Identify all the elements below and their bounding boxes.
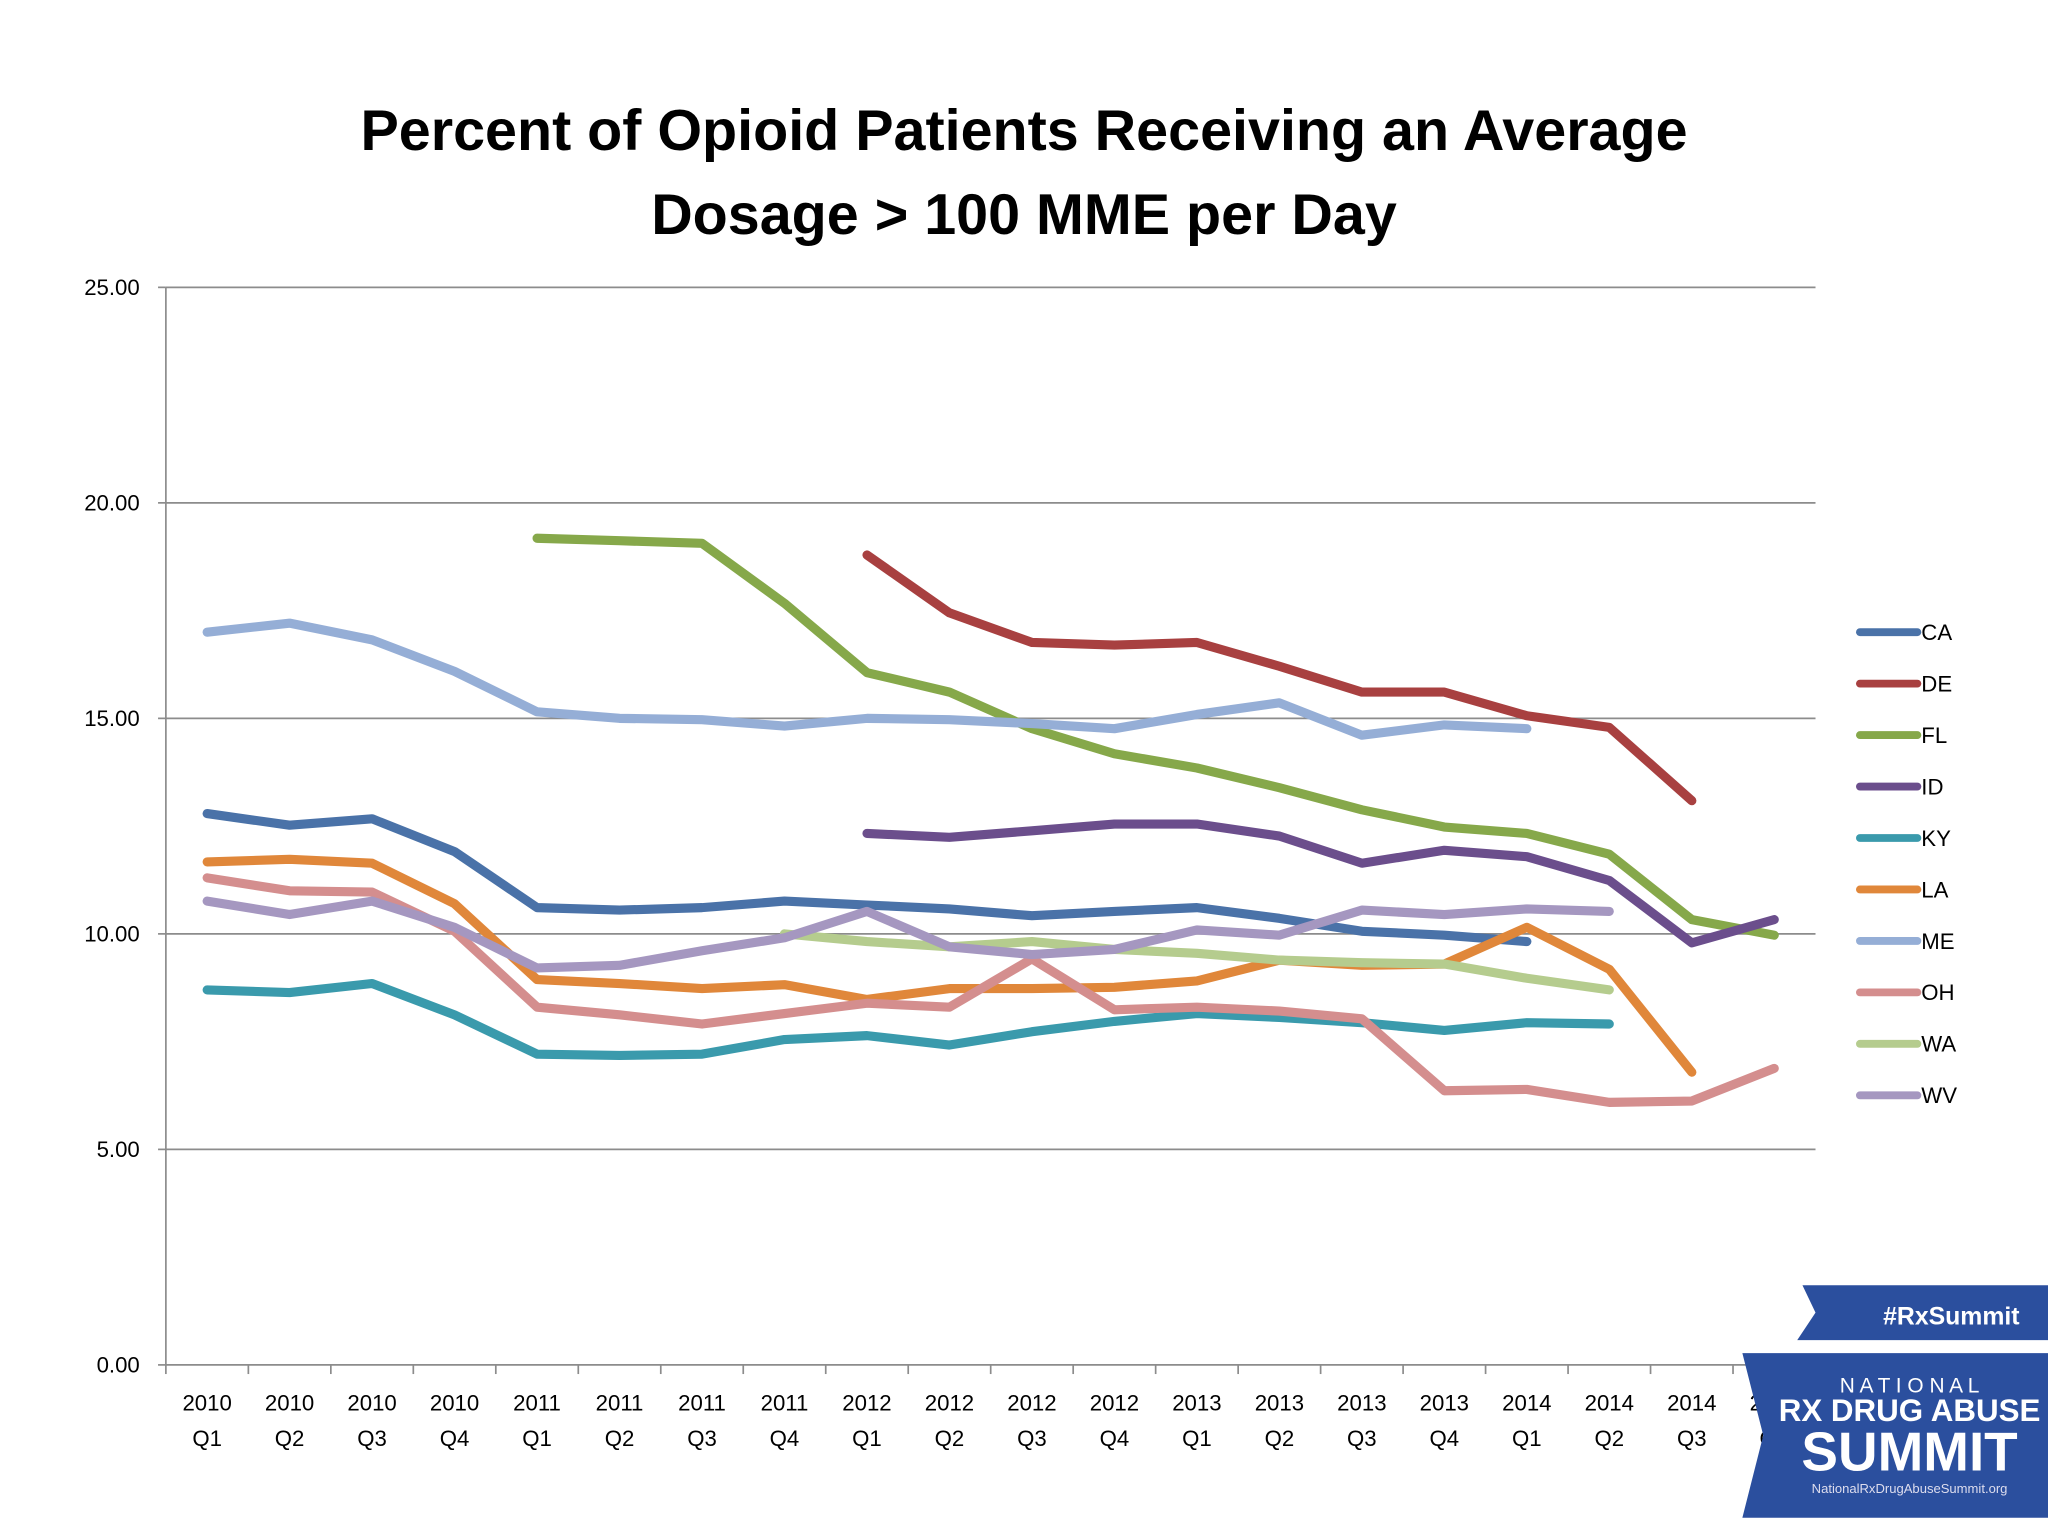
series-line [202, 618, 1532, 740]
x-tick-label: 2011 Q1 [513, 1391, 561, 1451]
series-line [862, 819, 1779, 948]
logo-line: SUMMIT [1801, 1421, 2017, 1483]
series-line [202, 896, 1614, 973]
series-line [862, 550, 1697, 806]
legend-label: DE [1921, 671, 1952, 696]
x-tick-label: 2010 Q3 [347, 1391, 396, 1451]
x-tick-label: 2014 Q1 [1502, 1391, 1551, 1451]
y-tick-label: 5.00 [97, 1137, 140, 1162]
x-tick-label: 2014 Q3 [1667, 1391, 1716, 1451]
logo-url: NationalRxDrugAbuseSummit.org [1812, 1481, 2008, 1496]
logo-line: RX DRUG ABUSE [1779, 1393, 2041, 1428]
series-line [779, 929, 1614, 995]
y-tick-label: 20.00 [84, 491, 140, 516]
series-line [202, 978, 1614, 1061]
chart-title: Dosage > 100 MME per Day [651, 183, 1397, 247]
x-tick-label: 2012 Q1 [842, 1391, 891, 1451]
chart-title: Percent of Opioid Patients Receiving an … [360, 99, 1687, 163]
legend-label: LA [1921, 877, 1948, 902]
legend-label: OH [1921, 980, 1954, 1005]
x-tick-label: 2011 Q3 [678, 1391, 726, 1451]
series-line [532, 533, 1779, 940]
y-tick-label: 10.00 [84, 922, 140, 947]
x-tick-label: 2011 Q2 [596, 1391, 644, 1451]
y-tick-label: 25.00 [84, 275, 140, 300]
x-tick-label: 2010 Q2 [265, 1391, 314, 1451]
legend-label: KY [1921, 826, 1951, 851]
hashtag-banner [1797, 1285, 2048, 1341]
y-tick-label: 15.00 [84, 706, 140, 731]
logo-banner [1742, 1353, 2048, 1518]
legend-label: WV [1921, 1083, 1957, 1108]
legend-label: FL [1921, 723, 1947, 748]
x-tick-label: 2012 Q3 [1007, 1391, 1056, 1451]
x-tick-label: 2013 Q2 [1255, 1391, 1304, 1451]
x-tick-label: 2011 Q4 [761, 1391, 809, 1451]
legend-label: CA [1921, 620, 1952, 645]
x-tick-label: 2013 Q3 [1337, 1391, 1386, 1451]
hashtag: #RxSummit [1883, 1303, 2019, 1330]
series-line [202, 873, 1779, 1107]
legend-label: ID [1921, 774, 1943, 799]
legend-label: ME [1921, 929, 1954, 954]
legend-label: WA [1921, 1032, 1956, 1057]
y-tick-label: 0.00 [97, 1353, 140, 1378]
x-tick-label: 2012 Q4 [1090, 1391, 1139, 1451]
branding: #RxSummit N A T I O N A L RX DRUG ABUSE … [1742, 1285, 2048, 1518]
x-tick-label: 2010 Q4 [430, 1391, 479, 1451]
x-tick-label: 2010 Q1 [182, 1391, 231, 1451]
x-tick-label: 2013 Q1 [1172, 1391, 1221, 1451]
x-tick-label: 2013 Q4 [1420, 1391, 1469, 1451]
x-tick-label: 2012 Q2 [925, 1391, 974, 1451]
logo-line: N A T I O N A L [1840, 1374, 1980, 1397]
x-tick-label: 2014 Q2 [1585, 1391, 1634, 1451]
